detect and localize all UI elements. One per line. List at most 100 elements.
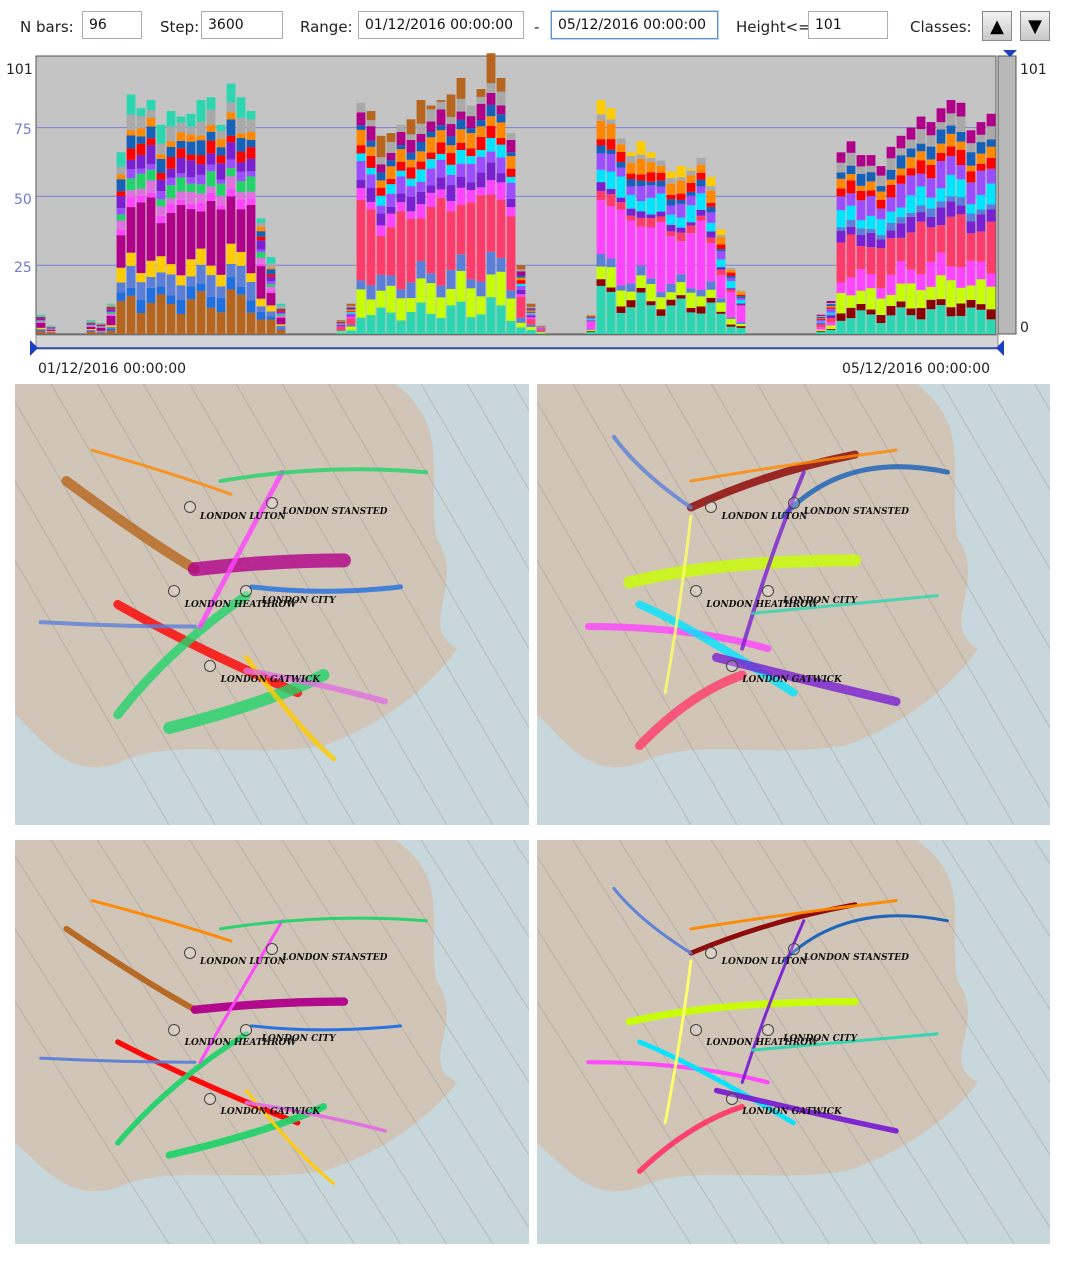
- bar[interactable]: [706, 177, 716, 334]
- airport-marker[interactable]: [761, 585, 774, 598]
- class-down-button[interactable]: ▼: [1020, 11, 1050, 41]
- bar[interactable]: [636, 141, 646, 334]
- bar[interactable]: [356, 102, 366, 334]
- bar[interactable]: [436, 100, 446, 334]
- bar[interactable]: [696, 157, 706, 334]
- airport-marker[interactable]: [266, 497, 278, 510]
- bar[interactable]: [146, 100, 156, 334]
- range-end-input[interactable]: 05/12/2016 00:00:00: [551, 11, 718, 39]
- airport-marker[interactable]: [705, 501, 718, 514]
- bar[interactable]: [826, 300, 836, 334]
- bar[interactable]: [916, 116, 926, 334]
- bar[interactable]: [176, 116, 186, 334]
- bar[interactable]: [446, 94, 456, 334]
- bar[interactable]: [816, 314, 826, 334]
- airport-marker[interactable]: [183, 501, 196, 514]
- bar[interactable]: [956, 102, 966, 334]
- bar[interactable]: [206, 97, 216, 334]
- bar[interactable]: [236, 97, 246, 334]
- bar[interactable]: [226, 83, 236, 334]
- bar[interactable]: [646, 152, 656, 334]
- bar[interactable]: [476, 89, 486, 334]
- bar[interactable]: [396, 124, 406, 334]
- airport-marker[interactable]: [725, 660, 738, 673]
- bar[interactable]: [836, 152, 846, 334]
- height-slider-track[interactable]: [997, 55, 1017, 335]
- bar[interactable]: [976, 122, 986, 334]
- bar[interactable]: [686, 168, 696, 334]
- bar[interactable]: [136, 108, 146, 334]
- airport-marker[interactable]: [787, 497, 800, 510]
- bar[interactable]: [376, 135, 386, 334]
- bar[interactable]: [116, 152, 126, 334]
- bar[interactable]: [716, 229, 726, 334]
- airport-marker[interactable]: [168, 585, 181, 598]
- bar[interactable]: [586, 314, 596, 334]
- bar[interactable]: [656, 160, 666, 334]
- map-clusters-dense[interactable]: LONDON LUTON LONDON STANSTED LONDON HEATHR…: [15, 384, 529, 825]
- airport-marker[interactable]: [690, 585, 703, 598]
- bar[interactable]: [96, 322, 106, 334]
- airport-marker[interactable]: [168, 1023, 181, 1036]
- bar[interactable]: [986, 113, 996, 334]
- airport-marker[interactable]: [690, 1023, 703, 1036]
- bar[interactable]: [106, 303, 116, 334]
- bar[interactable]: [726, 267, 736, 334]
- bar[interactable]: [86, 320, 96, 334]
- bar[interactable]: [416, 100, 426, 334]
- range-start-handle[interactable]: [30, 340, 38, 356]
- bar[interactable]: [846, 141, 856, 334]
- bar[interactable]: [886, 146, 896, 334]
- bar[interactable]: [676, 166, 686, 334]
- bar[interactable]: [386, 133, 396, 334]
- bar[interactable]: [466, 105, 476, 334]
- height-slider-handle[interactable]: [1003, 50, 1017, 57]
- bar[interactable]: [856, 155, 866, 334]
- nbars-input[interactable]: 96: [82, 11, 142, 39]
- bar[interactable]: [216, 124, 226, 334]
- airport-marker[interactable]: [787, 943, 800, 956]
- bar[interactable]: [36, 314, 46, 334]
- map-summary-1[interactable]: LONDON LUTON LONDON STANSTED LONDON HEATHR…: [15, 840, 529, 1244]
- bar[interactable]: [606, 108, 616, 334]
- bar[interactable]: [496, 78, 506, 334]
- bar[interactable]: [896, 135, 906, 334]
- airport-marker[interactable]: [183, 947, 196, 960]
- bar[interactable]: [626, 152, 636, 334]
- bar[interactable]: [406, 119, 416, 334]
- step-input[interactable]: 3600: [201, 11, 283, 39]
- bar[interactable]: [156, 124, 166, 334]
- bar[interactable]: [876, 166, 886, 334]
- time-range-slider[interactable]: [35, 334, 999, 350]
- bar[interactable]: [526, 303, 536, 334]
- bar[interactable]: [46, 325, 56, 334]
- bar[interactable]: [456, 78, 466, 334]
- bar[interactable]: [186, 113, 196, 334]
- airport-marker[interactable]: [240, 1023, 253, 1036]
- airport-marker[interactable]: [240, 585, 253, 598]
- map-clusters-dense-2[interactable]: LONDON LUTON LONDON STANSTED LONDON HEATHR…: [537, 384, 1050, 825]
- bar[interactable]: [256, 218, 266, 334]
- bar[interactable]: [946, 100, 956, 334]
- height-input[interactable]: 101: [808, 11, 888, 39]
- bar[interactable]: [246, 111, 256, 334]
- bar[interactable]: [336, 320, 346, 334]
- bar[interactable]: [126, 94, 136, 334]
- bar[interactable]: [736, 289, 746, 334]
- airport-marker[interactable]: [204, 660, 217, 673]
- bar[interactable]: [276, 303, 286, 334]
- bar[interactable]: [486, 53, 496, 334]
- bar[interactable]: [426, 105, 436, 334]
- bar[interactable]: [906, 127, 916, 334]
- range-end-handle[interactable]: [996, 340, 1004, 356]
- class-up-button[interactable]: ▲: [982, 11, 1012, 41]
- airport-marker[interactable]: [725, 1092, 738, 1105]
- bar[interactable]: [966, 130, 976, 334]
- airport-marker[interactable]: [705, 947, 718, 960]
- bar[interactable]: [166, 111, 176, 334]
- airport-marker[interactable]: [204, 1092, 217, 1105]
- map-summary-2[interactable]: LONDON LUTON LONDON STANSTED LONDON HEATHR…: [537, 840, 1050, 1244]
- bar[interactable]: [866, 155, 876, 334]
- airport-marker[interactable]: [266, 943, 278, 956]
- bar[interactable]: [536, 325, 546, 334]
